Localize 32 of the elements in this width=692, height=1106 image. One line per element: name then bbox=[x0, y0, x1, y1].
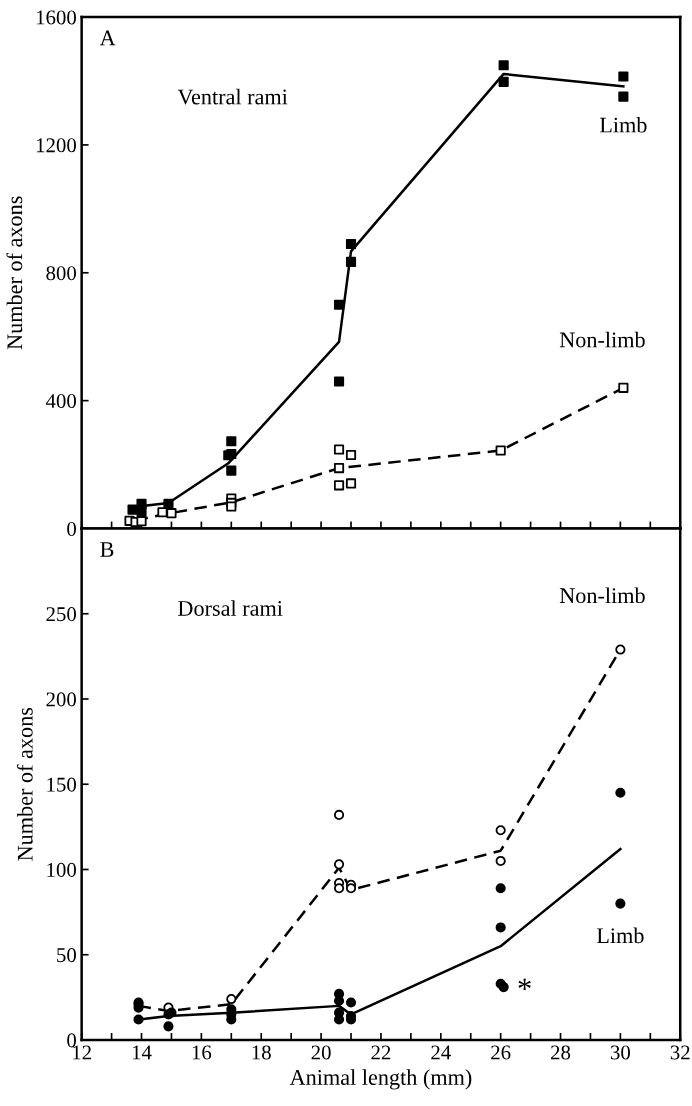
y-tick-label: 250 bbox=[46, 607, 76, 622]
x-tick-label: 20 bbox=[311, 1045, 331, 1060]
chart-title: B bbox=[100, 542, 114, 557]
y-tick-label: 400 bbox=[45, 394, 76, 409]
y-tick-label: 800 bbox=[46, 266, 76, 281]
text: Ventral rami bbox=[177, 88, 288, 105]
x-tick-label: 32 bbox=[670, 1045, 690, 1060]
y-axis-title: Number of axons bbox=[16, 707, 33, 861]
annotation: Limb bbox=[599, 116, 647, 133]
annotation: Non-limb bbox=[559, 331, 645, 348]
text: Dorsal rami bbox=[178, 600, 283, 616]
x-tick-label: 30 bbox=[610, 1045, 630, 1060]
annotation: * bbox=[518, 978, 531, 990]
y-tick-label: 200 bbox=[46, 692, 76, 707]
x-tick-label: 16 bbox=[192, 1045, 212, 1060]
y-tick-label: 0 bbox=[67, 521, 76, 536]
y-tick-label: 150 bbox=[47, 777, 76, 792]
annotation: Limb bbox=[596, 927, 644, 944]
x-tick-label: 24 bbox=[431, 1045, 451, 1060]
y-tick-label: 1600 bbox=[36, 10, 76, 25]
annotation: Non-limb bbox=[559, 587, 645, 604]
y-axis-title: Number of axons bbox=[6, 196, 23, 350]
x-tick-label: 26 bbox=[491, 1045, 511, 1060]
x-tick-label: 18 bbox=[252, 1045, 271, 1060]
y-tick-label: 100 bbox=[47, 862, 76, 877]
x-tick-label: 22 bbox=[371, 1045, 391, 1060]
x-tick-label: 14 bbox=[132, 1045, 152, 1060]
y-tick-label: 1200 bbox=[36, 138, 76, 153]
chart-title: A bbox=[99, 30, 116, 46]
x-axis-title: Animal length (mm) bbox=[289, 1069, 472, 1090]
y-tick-label: 50 bbox=[57, 948, 76, 963]
x-tick-label: 28 bbox=[551, 1045, 571, 1060]
